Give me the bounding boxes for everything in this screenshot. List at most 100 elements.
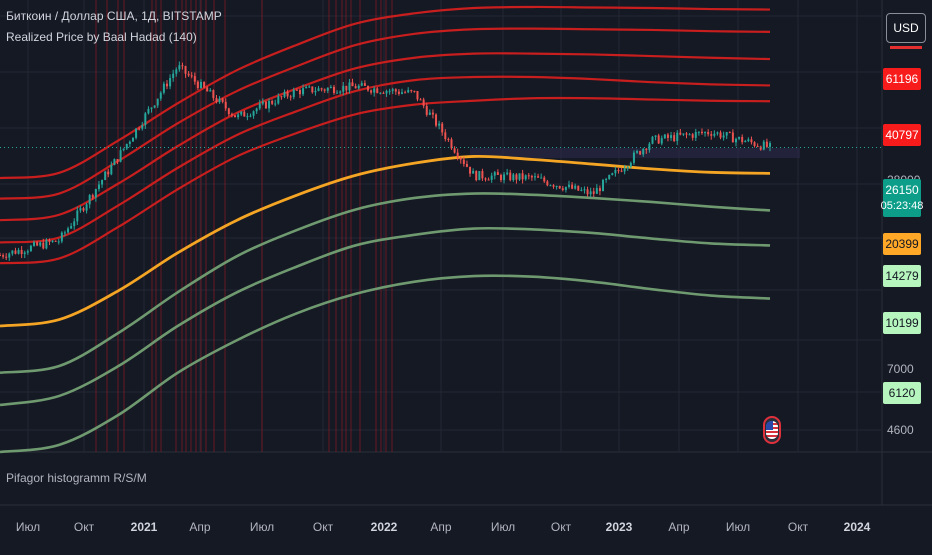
- price-candle: [172, 73, 175, 79]
- price-candle: [583, 189, 586, 191]
- x-tick-label: Апр: [668, 520, 690, 534]
- price-candle: [308, 86, 311, 88]
- price-candle: [237, 114, 240, 118]
- price-candle: [178, 65, 181, 70]
- price-candle: [295, 89, 298, 91]
- price-candle: [530, 175, 533, 178]
- price-candle: [438, 123, 441, 126]
- price-candle: [73, 221, 76, 227]
- price-candle: [206, 87, 209, 92]
- price-candle: [370, 90, 373, 93]
- price-candle: [611, 173, 614, 175]
- price-candle: [731, 132, 734, 143]
- lower-pane-title[interactable]: Pifagor histogramm R/S/M: [6, 471, 147, 485]
- price-candle: [503, 174, 506, 181]
- price-candle: [401, 92, 404, 94]
- price-candle: [499, 174, 502, 181]
- currency-button[interactable]: USD: [886, 13, 926, 49]
- price-candle: [332, 86, 335, 93]
- band-line-red: [0, 75, 771, 244]
- price-candle: [240, 111, 243, 115]
- price-candle: [700, 131, 703, 134]
- price-candle: [141, 125, 144, 129]
- price-candle: [713, 133, 716, 136]
- price-candle: [345, 85, 348, 91]
- price-candle: [342, 85, 345, 92]
- price-candle: [51, 240, 54, 242]
- price-candle: [97, 184, 100, 190]
- price-candle: [258, 103, 261, 109]
- price-candle: [453, 148, 456, 153]
- indicator-title[interactable]: Realized Price by Baal Hadad (140): [6, 30, 197, 44]
- price-candle: [156, 98, 159, 106]
- band-line-orange: [0, 154, 771, 328]
- price-candle: [407, 90, 410, 93]
- price-candle: [397, 91, 400, 94]
- price-candle: [472, 171, 475, 174]
- price-candle: [670, 135, 673, 138]
- price-candle: [645, 148, 648, 150]
- price-candle: [666, 134, 669, 138]
- price-candle: [490, 175, 493, 180]
- price-label-green-3: 6120: [883, 382, 921, 404]
- band-line-green: [0, 274, 771, 454]
- price-candle: [289, 96, 292, 98]
- price-candle: [20, 249, 23, 255]
- price-candle: [277, 96, 280, 104]
- price-candle: [357, 85, 360, 89]
- x-tick-label: Окт: [312, 520, 334, 534]
- us-flag-icon[interactable]: [763, 416, 781, 444]
- price-candle: [459, 157, 462, 160]
- price-candle: [657, 135, 660, 144]
- price-candle: [162, 83, 165, 93]
- price-candle: [147, 108, 150, 114]
- price-candle: [302, 88, 305, 95]
- price-candle: [462, 159, 465, 165]
- price-candle: [122, 148, 125, 151]
- price-candle: [419, 99, 422, 101]
- price-candle: [131, 137, 134, 142]
- price-candle: [676, 132, 679, 141]
- price-candle: [336, 92, 339, 94]
- price-candle: [200, 81, 203, 89]
- price-candle: [323, 89, 326, 91]
- symbol-title[interactable]: Биткоин / Доллар США, 1Д, BITSTAMP: [6, 9, 222, 23]
- price-label-current: 26150 05:23:48: [880, 179, 924, 217]
- price-candle: [190, 75, 193, 77]
- price-candle: [394, 89, 397, 92]
- price-candle: [756, 145, 759, 147]
- price-candle: [744, 141, 747, 143]
- price-candle: [169, 78, 172, 87]
- price-candle: [543, 177, 546, 182]
- price-candle: [571, 184, 574, 189]
- price-candle: [184, 66, 187, 74]
- bar-countdown: 05:23:48: [880, 200, 924, 212]
- price-candle: [0, 255, 1, 257]
- price-candle: [138, 128, 141, 130]
- price-candle: [366, 85, 369, 91]
- price-label-red-2: 40797: [883, 124, 921, 146]
- price-candle: [642, 148, 645, 155]
- band-line-green: [0, 192, 771, 375]
- price-candle: [373, 88, 376, 93]
- price-candle: [741, 136, 744, 143]
- price-candle: [549, 185, 552, 187]
- price-candle: [614, 170, 617, 174]
- price-candle: [602, 180, 605, 192]
- price-candle: [70, 226, 73, 229]
- current-price: 26150: [885, 183, 919, 197]
- price-scale-tick: 7000: [887, 362, 914, 376]
- price-candle: [546, 181, 549, 186]
- price-candle: [339, 91, 342, 93]
- price-candle: [639, 151, 642, 155]
- price-candle: [329, 86, 332, 88]
- price-candle: [388, 90, 391, 92]
- price-candle: [187, 73, 190, 76]
- price-candle: [704, 132, 707, 134]
- price-candle: [586, 189, 589, 195]
- price-candle: [512, 174, 515, 181]
- price-candle: [540, 177, 543, 179]
- price-candle: [311, 86, 314, 93]
